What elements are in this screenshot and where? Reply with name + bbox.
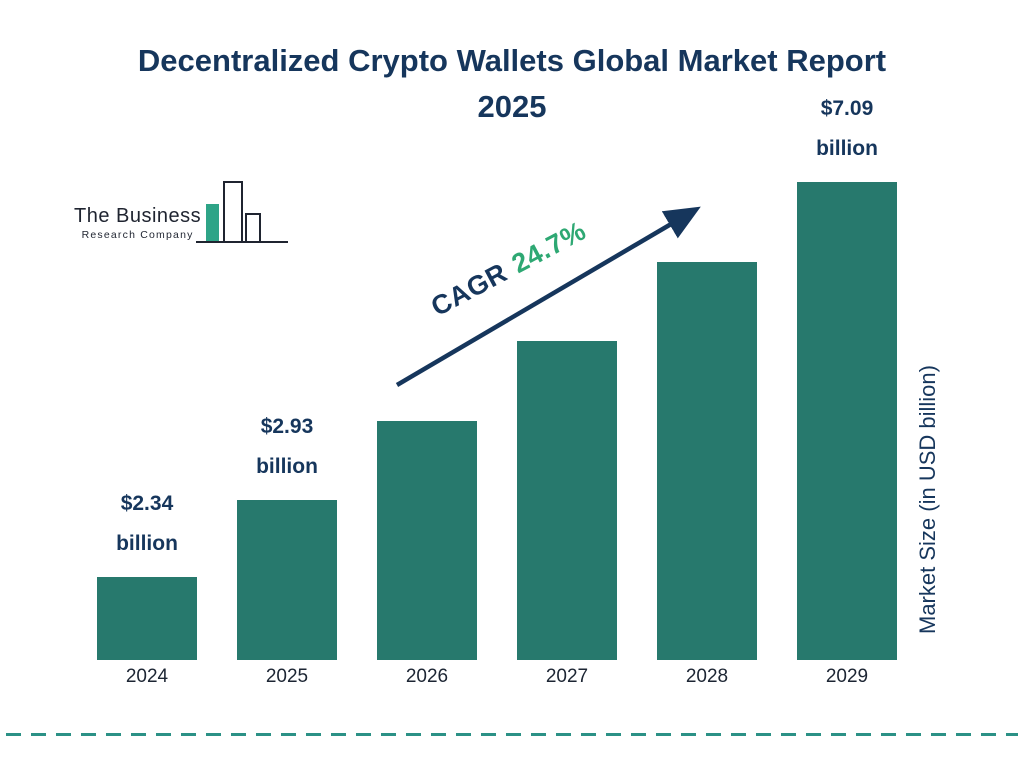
bar-column: $2.34 billion bbox=[97, 484, 197, 660]
value-amount: $7.09 bbox=[820, 97, 874, 120]
bar-value-label: $7.09 billion bbox=[816, 89, 878, 169]
x-axis-label: 2024 bbox=[125, 666, 169, 687]
x-axis-label: 2026 bbox=[405, 666, 449, 687]
bar-value-label: $2.34 billion bbox=[116, 484, 178, 564]
x-axis: 2024 2025 2026 2027 2028 2029 bbox=[97, 666, 897, 688]
y-axis-label: Market Size (in USD billion) bbox=[915, 365, 940, 635]
logo-line2: Research Company bbox=[81, 229, 194, 241]
logo-text: The Business Research Company bbox=[74, 205, 201, 241]
bottom-dashed-divider bbox=[6, 733, 1018, 736]
bar bbox=[377, 421, 477, 660]
trend-arrow-icon bbox=[395, 206, 701, 387]
value-amount: $2.93 bbox=[260, 415, 314, 438]
page-title: Decentralized Crypto Wallets Global Mark… bbox=[137, 43, 887, 124]
company-logo: The Business Research Company bbox=[74, 178, 294, 248]
logo-line1: The Business bbox=[74, 205, 202, 227]
bar bbox=[517, 341, 617, 660]
x-axis-label: 2028 bbox=[685, 666, 729, 687]
bar bbox=[237, 500, 337, 660]
bar-column bbox=[657, 249, 757, 660]
bar bbox=[657, 262, 757, 660]
bar-column: $7.09 billion bbox=[797, 89, 897, 660]
bar-column bbox=[377, 408, 477, 660]
bar-chart-logo-icon bbox=[196, 178, 291, 251]
bar-value-label: $2.93 billion bbox=[256, 407, 318, 487]
bar-column bbox=[517, 328, 617, 660]
x-axis-label: 2027 bbox=[545, 666, 589, 687]
value-unit: billion bbox=[816, 137, 878, 160]
bar-column: $2.93 billion bbox=[237, 407, 337, 660]
x-axis-label: 2029 bbox=[825, 666, 869, 687]
value-unit: billion bbox=[116, 532, 178, 555]
bar bbox=[797, 182, 897, 660]
value-unit: billion bbox=[256, 455, 318, 478]
bar bbox=[97, 577, 197, 660]
bar-chart: $2.34 billion $2.93 billion $ bbox=[97, 0, 897, 660]
value-amount: $2.34 bbox=[120, 492, 174, 515]
x-axis-label: 2025 bbox=[265, 666, 309, 687]
